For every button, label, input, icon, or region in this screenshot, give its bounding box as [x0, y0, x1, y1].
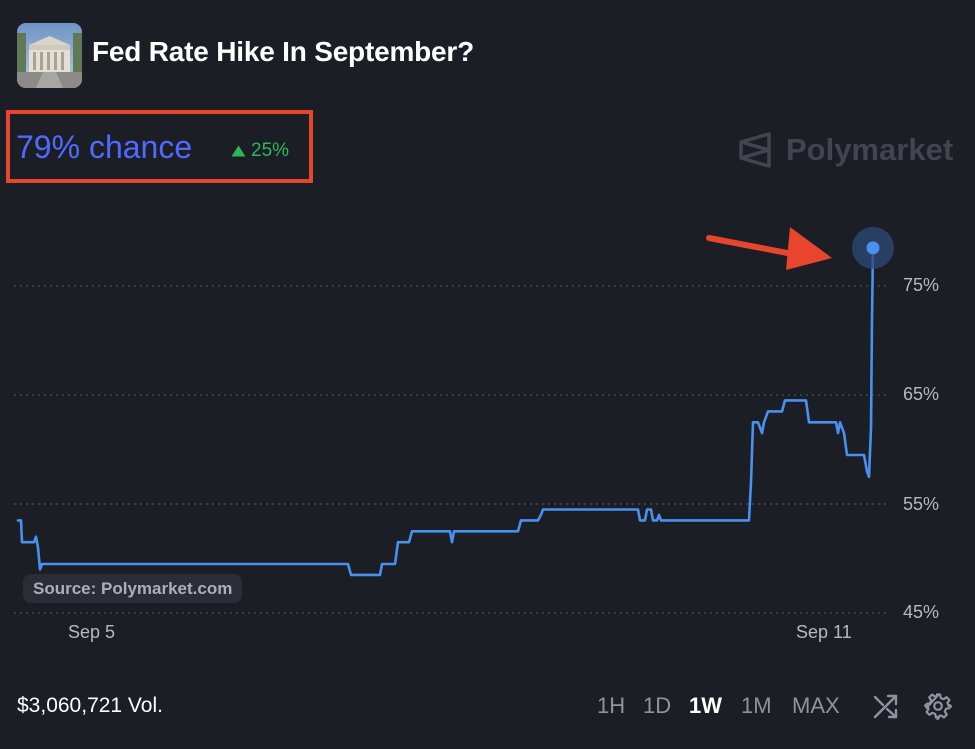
market-icon	[17, 23, 82, 88]
polymarket-logo-icon	[739, 132, 771, 168]
range-button-1m[interactable]: 1M	[741, 693, 772, 718]
y-tick-label: 75%	[903, 275, 940, 295]
chart-series-line	[16, 246, 875, 577]
change-value: 25%	[251, 140, 290, 161]
polymarket-brand: Polymarket	[738, 131, 953, 169]
chart-end-point	[866, 241, 880, 255]
triangle-up-icon	[231, 145, 246, 157]
federal-reserve-building-image	[17, 23, 82, 88]
volume-label: $3,060,721 Vol.	[17, 694, 163, 717]
source-badge: Source: Polymarket.com	[23, 574, 243, 603]
x-tick-label: Sep 5	[68, 622, 116, 642]
y-tick-label: 45%	[903, 602, 940, 622]
highlight-box	[6, 110, 313, 183]
range-button-1w[interactable]: 1W	[689, 693, 722, 718]
change-badge: 25%	[231, 140, 289, 162]
x-tick-label: Sep 11	[796, 622, 852, 642]
range-button-1d[interactable]: 1D	[643, 693, 672, 718]
annotation-arrow	[706, 227, 832, 270]
shuffle-icon[interactable]	[872, 692, 900, 720]
brand-name: Polymarket	[786, 132, 954, 167]
market-title: Fed Rate Hike In September?	[92, 36, 475, 67]
range-button-1h[interactable]: 1H	[597, 693, 626, 718]
chart-gridlines	[14, 285, 890, 614]
gear-icon[interactable]	[924, 692, 952, 720]
y-tick-label: 65%	[903, 384, 940, 404]
range-button-max[interactable]: MAX	[792, 693, 840, 718]
chance-value: 79% chance	[16, 129, 193, 165]
y-tick-label: 55%	[903, 494, 940, 514]
